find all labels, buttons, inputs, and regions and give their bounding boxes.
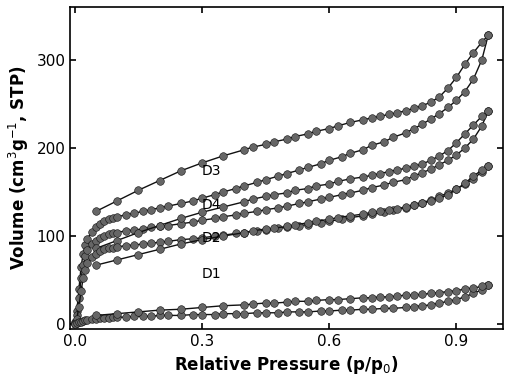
X-axis label: Relative Pressure (p/p$_0$): Relative Pressure (p/p$_0$) [174,354,399,376]
Y-axis label: Volume (cm$^3$g$^{-1}$, STP): Volume (cm$^3$g$^{-1}$, STP) [7,65,31,270]
Text: D2: D2 [202,231,221,245]
Text: D1: D1 [202,267,221,281]
Text: D3: D3 [202,164,221,178]
Text: D4: D4 [202,198,221,212]
